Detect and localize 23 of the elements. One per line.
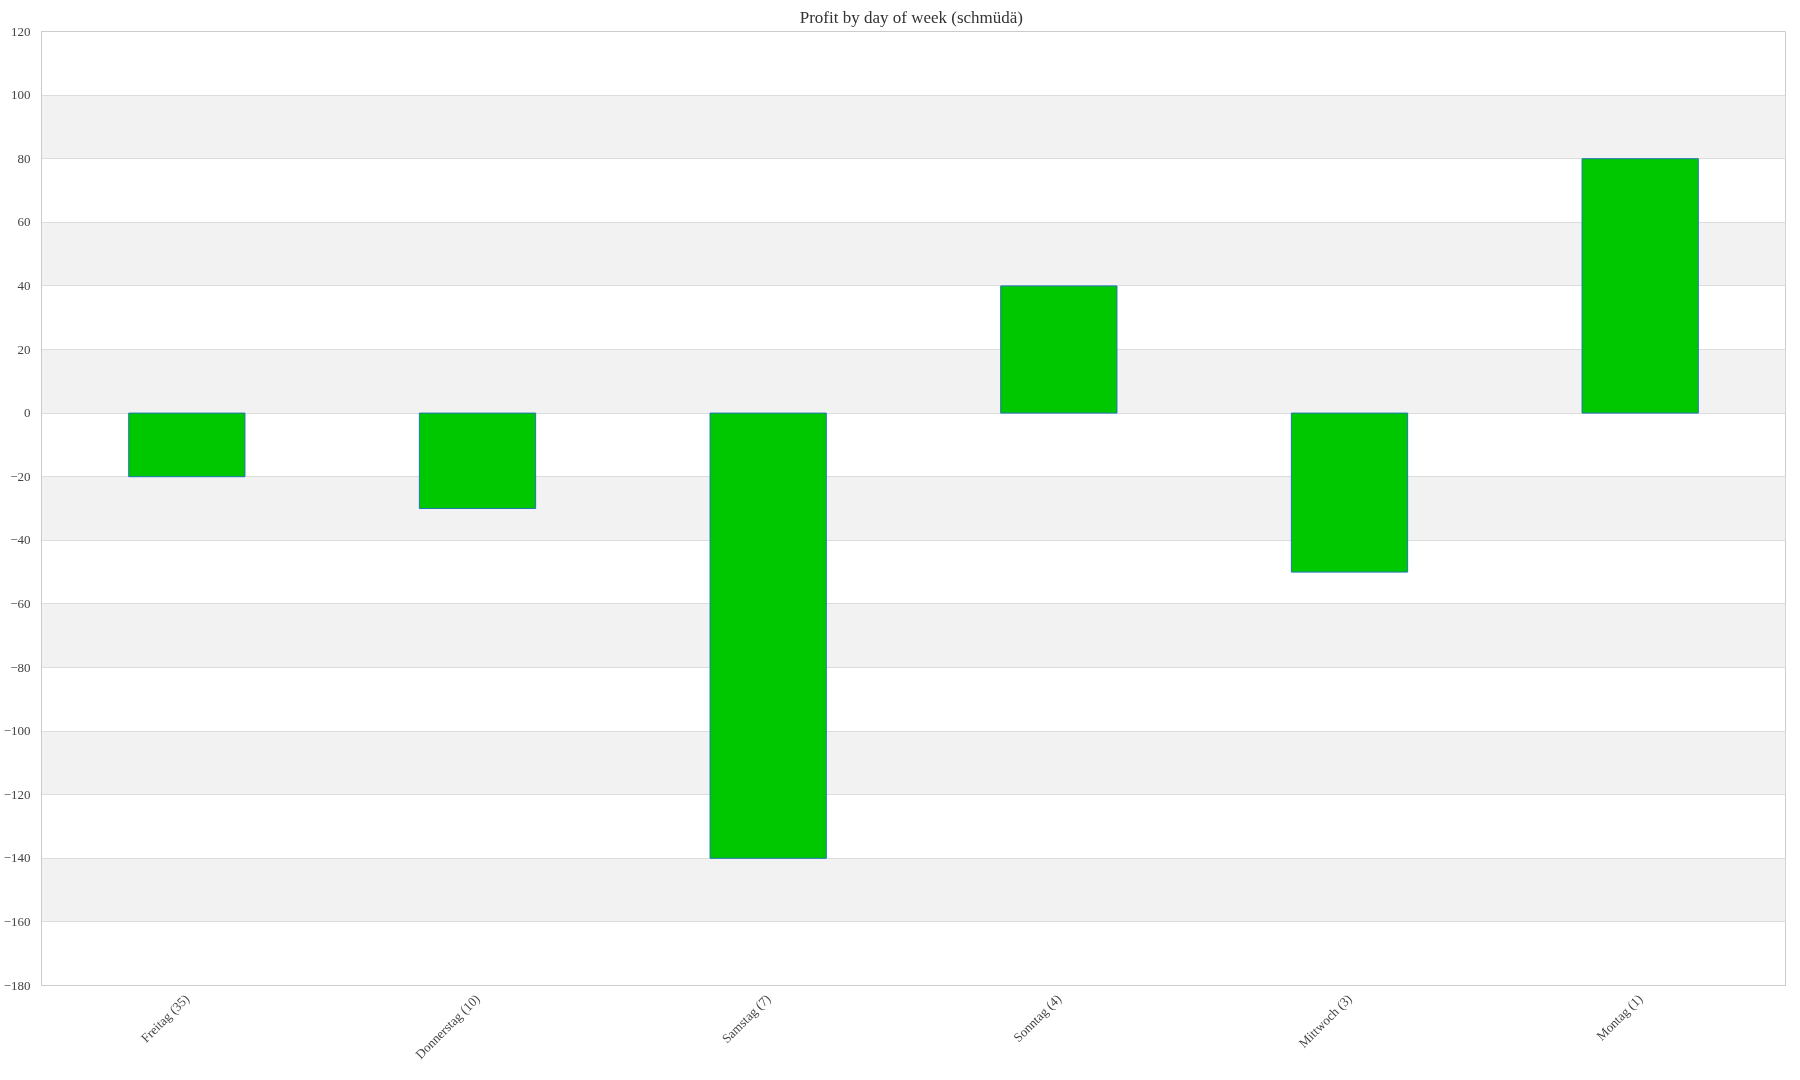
bar	[709, 412, 827, 859]
y-tick-label: −160	[3, 913, 31, 929]
y-tick-label: 100	[11, 87, 31, 103]
y-tick-label: 60	[17, 214, 31, 230]
y-tick-label: 40	[17, 277, 31, 293]
y-tick-label: −20	[10, 468, 31, 484]
chart-title: Profit by day of week (schmüdä)	[799, 7, 1024, 27]
y-tick-label: −180	[3, 977, 31, 993]
y-tick-label: 0	[24, 405, 31, 421]
bar	[1000, 285, 1118, 414]
y-tick-label: −40	[10, 532, 31, 548]
y-tick-label: −140	[3, 850, 31, 866]
y-tick-label: 120	[11, 23, 31, 39]
y-tick-label: −60	[10, 595, 31, 611]
bar	[1290, 412, 1409, 573]
bar	[128, 412, 246, 478]
y-tick-label: 80	[17, 150, 31, 166]
y-tick-label: −120	[3, 786, 31, 802]
bar	[1581, 158, 1699, 414]
y-tick-label: 20	[17, 341, 31, 357]
y-tick-label: −80	[10, 659, 31, 675]
y-tick-label: −100	[3, 723, 31, 739]
bar	[418, 412, 537, 509]
